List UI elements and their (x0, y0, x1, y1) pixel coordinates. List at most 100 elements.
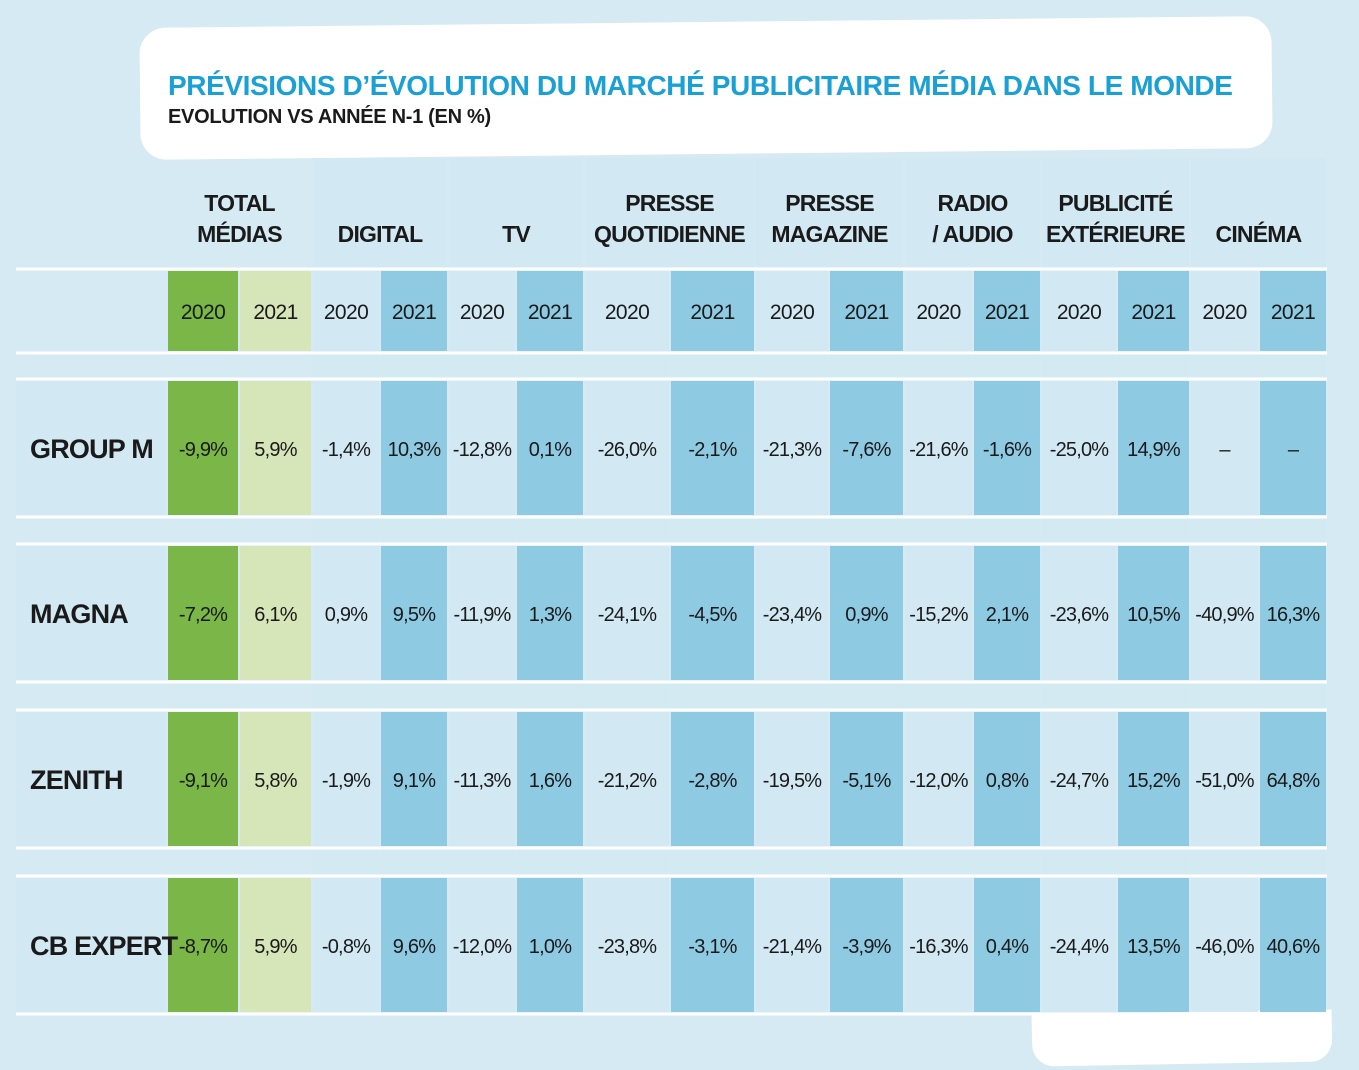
data-value: 9,6% (393, 936, 436, 958)
spacer-cell (830, 519, 903, 542)
spacer-cell (905, 684, 972, 708)
year-label: 2021 (1271, 301, 1315, 324)
year-label: 2020 (181, 301, 225, 324)
data-cell (830, 878, 903, 1012)
year-cell (756, 271, 828, 351)
data-cell (1118, 546, 1189, 680)
year-cell (449, 271, 515, 351)
data-value: -25,0% (1050, 439, 1110, 461)
data-value: -21,3% (763, 439, 823, 461)
data-cell (905, 381, 972, 515)
data-cell (671, 381, 754, 515)
data-value: -2,8% (688, 770, 737, 792)
data-cell (381, 712, 447, 846)
year-cell (1191, 271, 1258, 351)
group-header-label: MÉDIAS (197, 220, 282, 247)
data-cell (313, 712, 379, 846)
data-cell (1118, 381, 1189, 515)
data-value: -21,4% (763, 936, 823, 958)
row-label-cell (16, 878, 165, 1012)
data-value: 0,4% (986, 936, 1029, 958)
data-value: -23,6% (1050, 604, 1110, 626)
data-cell (240, 712, 311, 846)
data-value: 0,9% (325, 604, 368, 626)
header-cell-radio_audio (905, 158, 1040, 267)
data-cell (168, 712, 238, 846)
spacer-cell (381, 519, 447, 542)
spacer-cell (1191, 519, 1258, 542)
data-value: -21,6% (909, 439, 969, 461)
data-cell (313, 878, 379, 1012)
spacer-cell (1260, 850, 1326, 874)
data-cell (517, 546, 583, 680)
data-cell (449, 712, 515, 846)
data-value: -9,9% (179, 439, 228, 461)
spacer-cell (1118, 850, 1189, 874)
data-value: 64,8% (1267, 770, 1321, 792)
spacer-cell (381, 684, 447, 708)
data-value: -2,1% (688, 439, 737, 461)
header-cell-cinema (1191, 158, 1326, 267)
year-cell (517, 271, 583, 351)
spacer-cell (1118, 684, 1189, 708)
spacer-cell (517, 684, 583, 708)
data-value: 5,9% (254, 936, 297, 958)
year-label: 2020 (770, 301, 814, 324)
data-value: -12,8% (453, 439, 513, 461)
year-label: 2021 (392, 301, 436, 324)
group-header-label: EXTÉRIEURE (1046, 220, 1185, 247)
data-cell (1260, 712, 1326, 846)
year-label: 2021 (1131, 301, 1175, 324)
data-cell (905, 712, 972, 846)
data-cell (1191, 878, 1258, 1012)
spacer-cell (449, 519, 515, 542)
spacer-cell (905, 850, 972, 874)
data-value: 0,1% (529, 439, 572, 461)
data-cell (313, 381, 379, 515)
spacer-cell (517, 850, 583, 874)
data-value: 16,3% (1267, 604, 1321, 626)
header-cell-digital (313, 158, 447, 267)
data-value: -9,1% (179, 770, 228, 792)
data-cell (1042, 546, 1116, 680)
spacer-cell (517, 519, 583, 542)
data-cell (1042, 878, 1116, 1012)
data-cell (1260, 878, 1326, 1012)
data-cell (756, 712, 828, 846)
group-header-label: RADIO (937, 190, 1007, 216)
spacer-cell (313, 355, 379, 377)
data-value: -21,2% (598, 770, 658, 792)
data-value: -16,3% (909, 936, 969, 958)
row-name: ZENITH (30, 765, 123, 795)
data-value: 1,3% (529, 604, 572, 626)
data-value: -3,1% (688, 936, 737, 958)
spacer-cell (830, 850, 903, 874)
year-cell (240, 271, 311, 351)
data-cell (756, 878, 828, 1012)
group-header-label: DIGITAL (338, 221, 423, 247)
group-header-label: PUBLICITÉ (1058, 189, 1173, 216)
data-value: 10,5% (1127, 604, 1181, 626)
data-cell (240, 546, 311, 680)
spacer-cell (830, 355, 903, 377)
spacer-cell (905, 355, 972, 377)
data-cell (240, 381, 311, 515)
data-value: -24,4% (1050, 936, 1110, 958)
data-value: -19,5% (763, 770, 823, 792)
data-cell (585, 381, 669, 515)
year-cell (974, 271, 1040, 351)
year-label: 2021 (985, 301, 1029, 324)
chart-title: PRÉVISIONS D’ÉVOLUTION DU MARCHÉ PUBLICI… (168, 70, 1233, 101)
spacer-cell (313, 684, 379, 708)
data-value: – (1288, 439, 1300, 461)
year-label: 2020 (1202, 301, 1246, 324)
year-label: 2021 (690, 301, 734, 324)
data-value: 1,6% (529, 770, 572, 792)
spacer-cell (830, 684, 903, 708)
spacer-cell (1191, 355, 1258, 377)
group-header-label: PRESSE (785, 190, 874, 216)
spacer-cell (1260, 355, 1326, 377)
year-cell (381, 271, 447, 351)
row-label-cell (16, 381, 165, 515)
spacer-cell (974, 519, 1040, 542)
